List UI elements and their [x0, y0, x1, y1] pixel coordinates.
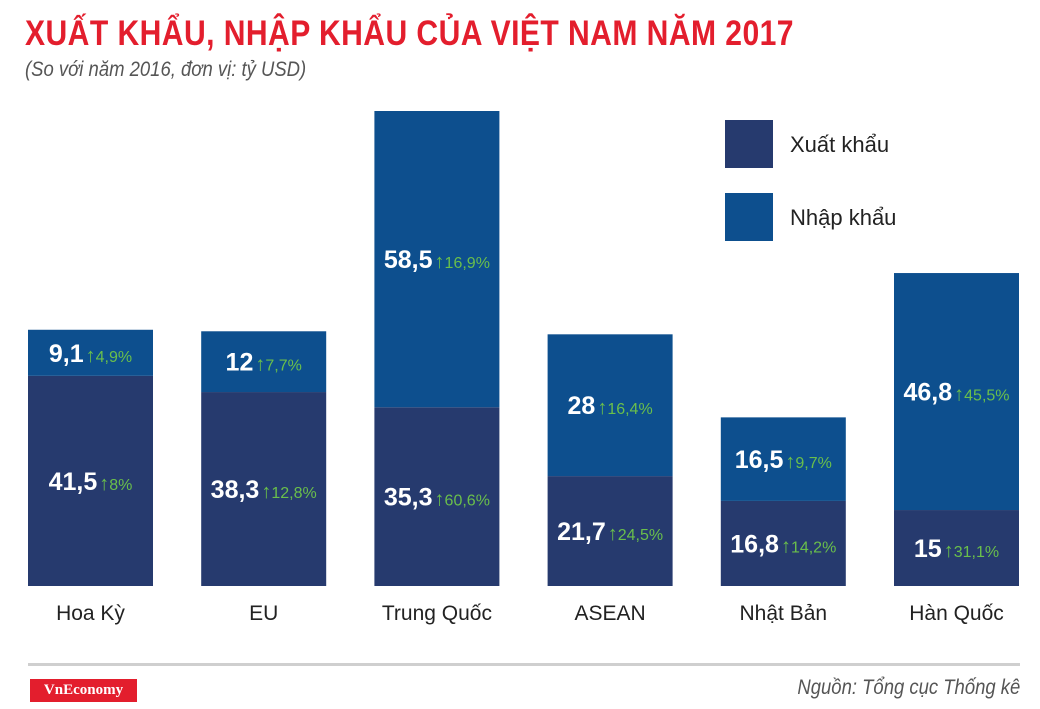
legend-swatch [725, 193, 773, 241]
bar-export [201, 392, 327, 586]
data-label: 21,7 ↑24,5% [557, 518, 663, 546]
category-label: EU [249, 602, 278, 625]
legend-swatch [725, 120, 773, 168]
data-label: 41,5 ↑8% [49, 468, 133, 496]
bar-import [374, 111, 500, 408]
category-label: Hàn Quốc [909, 602, 1004, 625]
category-label: Hoa Kỳ [56, 602, 125, 625]
chart-title: XUẤT KHẨU, NHẬP KHẨU CỦA VIỆT NAM NĂM 20… [25, 14, 794, 53]
bar-import [547, 334, 673, 477]
data-label: 58,5 ↑16,9% [384, 246, 490, 274]
bar-export [720, 500, 846, 586]
bar-import [720, 417, 846, 501]
source-note: Nguồn: Tổng cục Thống kê [797, 676, 1020, 699]
bar-export [547, 476, 673, 586]
data-label: 38,3 ↑12,8% [211, 476, 317, 504]
data-label: 16,8 ↑14,2% [730, 530, 836, 558]
data-label: 9,1 ↑4,9% [49, 340, 132, 368]
data-label: 28 ↑16,4% [568, 392, 653, 420]
stacked-bar-chart: 41,5 ↑8% 9,1 ↑4,9% Hoa Kỳ 38,3 ↑12,8% 12 ↑7,7% EU… [28, 111, 1019, 625]
category-label: ASEAN [574, 602, 645, 625]
data-label: 16,5 ↑9,7% [735, 446, 832, 474]
bar-export [894, 510, 1019, 586]
data-label: 46,8 ↑45,5% [903, 379, 1009, 407]
data-label: 35,3 ↑60,6% [384, 484, 490, 512]
category-label: Nhật Bản [740, 602, 828, 625]
divider [28, 663, 1020, 666]
chart-subtitle: (So với năm 2016, đơn vị: tỷ USD) [25, 58, 307, 81]
category-label: Trung Quốc [382, 602, 492, 625]
vneconomy-logo: VnEconomy [30, 679, 137, 702]
bar-import [894, 273, 1019, 511]
data-label: 15 ↑31,1% [914, 535, 999, 563]
legend-label: Xuất khẩu [790, 132, 889, 157]
bar-export [28, 375, 153, 586]
data-label: 12 ↑7,7% [226, 349, 302, 377]
bar-import [28, 329, 153, 376]
legend-label: Nhập khẩu [790, 205, 896, 230]
bar-import [201, 331, 327, 393]
bar-export [374, 407, 500, 586]
